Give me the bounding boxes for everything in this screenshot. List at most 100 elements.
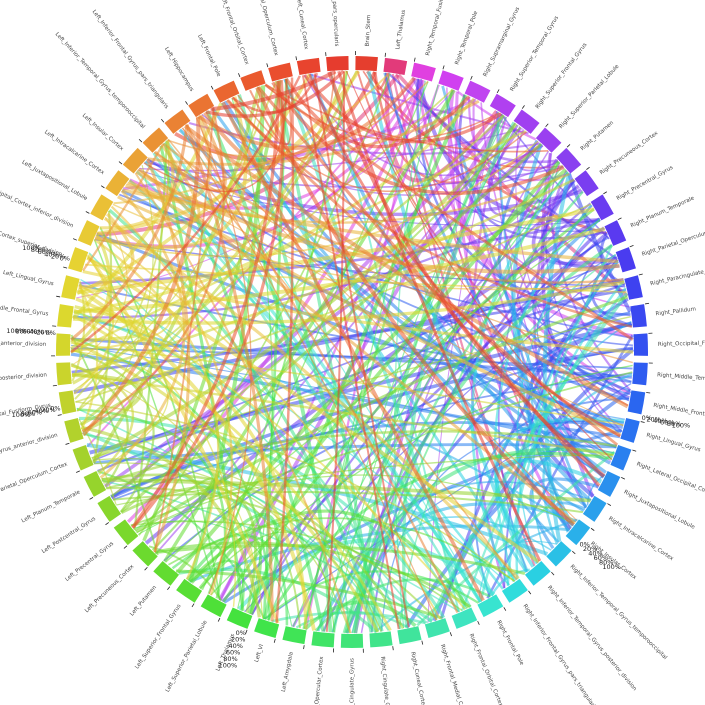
ribbon-layer <box>70 69 635 634</box>
sector-arc <box>383 57 408 75</box>
sector-arc <box>477 594 504 618</box>
sector-arc <box>226 607 253 629</box>
chord-ribbon <box>183 124 629 409</box>
percent-tick-label: 0% <box>580 541 590 549</box>
sector-arc <box>464 80 491 103</box>
chord-ribbon <box>77 287 316 631</box>
sector-tick <box>629 245 634 248</box>
sector-tick <box>449 632 452 637</box>
sector-tick <box>245 629 248 634</box>
sector-tick <box>85 211 90 214</box>
sector-arc <box>57 304 74 328</box>
sector-arc <box>153 561 180 586</box>
sector-label: Left_Insular_Cortex <box>81 113 125 153</box>
chord-ribbon <box>82 143 165 272</box>
sector-tick <box>76 470 80 473</box>
sector-label: Right_Superior_Parietal_Lobule <box>558 63 621 130</box>
chord-ribbon <box>130 371 633 527</box>
sector-label: Right_Occipital_Fusiform_Gyrus <box>658 340 705 348</box>
sector-tick <box>123 545 128 549</box>
sector-label: Right_Frontal_Pole <box>495 620 525 667</box>
sector-arc <box>632 362 648 386</box>
sector-tick <box>621 477 626 480</box>
chord-ribbon <box>153 107 215 553</box>
sector-arc <box>340 633 364 649</box>
sector-label: Right_Superior_Frontal_Gyrus <box>535 42 589 110</box>
sector-label: Right_Lingual_Gyrus <box>646 432 702 453</box>
percent-tick-label: 100% <box>12 411 31 419</box>
sector-tick <box>413 57 416 62</box>
chord-ribbon <box>131 79 285 529</box>
sector-label: Right_Parietal_Operculum_Cortex <box>641 223 705 258</box>
chord-ribbon <box>303 74 503 144</box>
chord-ribbon <box>84 263 627 294</box>
chord-ribbon <box>494 417 625 568</box>
chord-ribbon <box>94 462 351 634</box>
chord-ribbon <box>516 218 601 564</box>
sector-arc <box>633 333 648 356</box>
sector-arc <box>254 618 280 638</box>
sector-label: Right_Inferior_Temporal_Gyrus_temporoocc… <box>569 564 669 661</box>
percent-tick-label: 60% <box>22 328 36 336</box>
sector-tick <box>118 161 123 165</box>
chord-ribbon <box>80 425 261 618</box>
chord-ribbon <box>345 70 613 460</box>
sector-label: Right_Superior_Temporal_Gyrus <box>509 15 560 93</box>
chord-ribbon <box>138 167 577 524</box>
sector-arc <box>597 471 621 497</box>
sector-tick <box>521 105 525 109</box>
sector-label: Right_Inferior_Frontal_Gyrus_pars_triang… <box>521 603 597 705</box>
sector-label: Left_Intracalcarine_Cortex <box>43 129 105 176</box>
chord-ribbon <box>487 124 580 217</box>
sector-arc <box>176 578 203 603</box>
sector-arc <box>630 304 647 328</box>
percent-tick-label: 20% <box>231 635 245 643</box>
sector-arc <box>411 62 436 82</box>
chord-ribbon <box>94 140 539 258</box>
sector-tick <box>607 503 612 506</box>
chord-ribbon <box>271 81 565 195</box>
sector-arc <box>604 220 627 246</box>
sector-tick <box>160 118 165 123</box>
chord-ribbon <box>264 83 634 341</box>
sector-tick <box>590 527 595 531</box>
percent-tick-label: 40% <box>588 549 602 557</box>
sector-arc <box>105 170 130 197</box>
chord-ribbon <box>127 179 622 437</box>
chord-ribbon <box>542 373 633 545</box>
sector-label: Left_Juxtapositional_Lobule <box>21 160 89 203</box>
sector-tick <box>100 185 105 189</box>
chord-ribbon <box>78 283 466 610</box>
chord-ribbon <box>536 311 631 401</box>
chord-ribbon <box>567 172 632 313</box>
sector-label: Left_Frontal_Pole <box>196 34 222 79</box>
percent-tick-label: 80% <box>31 246 45 254</box>
sector-arc <box>582 495 607 522</box>
sector-tick <box>295 56 298 61</box>
chord-ribbon <box>112 491 584 514</box>
sector-tick <box>632 449 637 452</box>
percent-tick-label: 0% <box>50 405 60 413</box>
chord-ribbon <box>75 400 515 582</box>
percent-tick-label: 20% <box>583 545 597 553</box>
sector-tick <box>303 645 305 650</box>
chord-ribbon <box>237 94 528 192</box>
sector-tick <box>273 638 276 643</box>
sector-label: Right_Juxtapositional_Lobule <box>623 489 696 531</box>
chord-ribbon <box>210 69 337 112</box>
sector-arc <box>213 80 240 103</box>
chord-ribbon <box>136 474 575 534</box>
percent-tick-label: 60% <box>38 248 52 256</box>
chord-ribbon <box>536 254 630 395</box>
sector-tick <box>89 497 94 500</box>
sector-arc <box>535 127 562 153</box>
sector-tick <box>63 266 68 269</box>
sector-arc <box>58 390 77 415</box>
sector-label: Left_Middle_Temporal_Gyrus_posterior_div… <box>0 372 48 388</box>
percent-tick-label: 100% <box>219 661 238 669</box>
chord-ribbon <box>337 70 542 562</box>
sector-label: Left_Lingual_Gyrus <box>2 270 54 287</box>
sector-arc <box>282 626 307 645</box>
sector-label: Left_Inferior_Frontal_Gyrus_pars_triangu… <box>91 9 170 110</box>
percent-tick-label: 80% <box>599 558 613 566</box>
